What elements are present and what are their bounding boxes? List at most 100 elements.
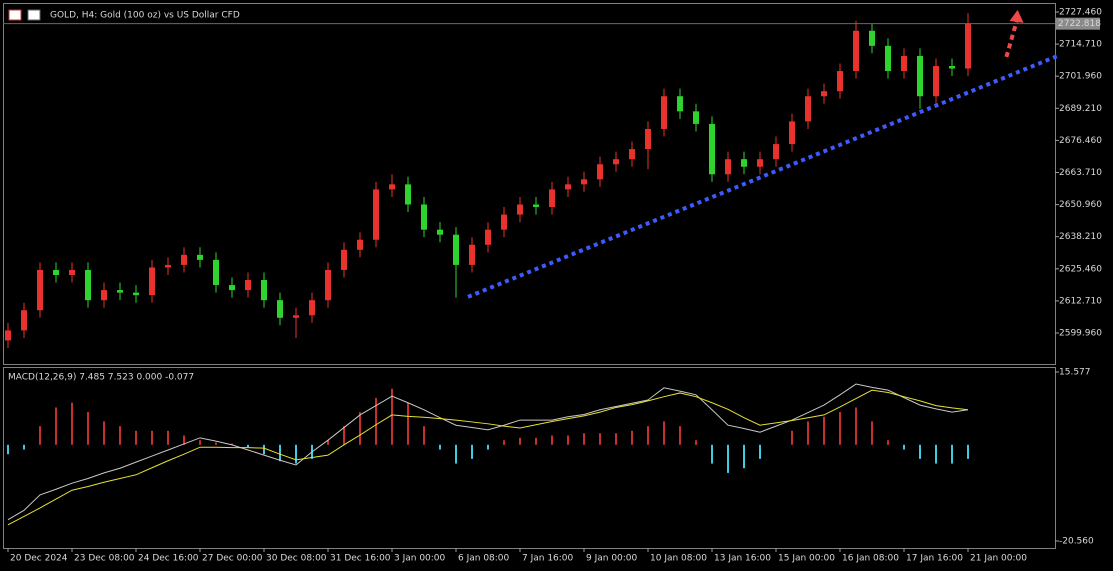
y-tick-label: 2714.710 bbox=[1059, 40, 1102, 50]
candle-body bbox=[469, 244, 475, 265]
y-tick-label: 2701.960 bbox=[1059, 72, 1102, 82]
candle-body bbox=[229, 285, 235, 291]
candle-body bbox=[757, 159, 763, 167]
candle-body bbox=[933, 66, 939, 97]
candle-body bbox=[789, 121, 795, 145]
candle-body bbox=[661, 96, 667, 129]
candle-body bbox=[773, 144, 779, 160]
y-tick-label: -20.560 bbox=[1059, 536, 1094, 546]
candle-body bbox=[613, 159, 619, 165]
candle-body bbox=[261, 280, 267, 301]
candle-body bbox=[949, 66, 955, 69]
candle-body bbox=[885, 45, 891, 72]
y-tick-label: 2650.960 bbox=[1059, 200, 1102, 210]
candle-body bbox=[533, 204, 539, 208]
macd-line bbox=[7, 389, 969, 526]
candle-body bbox=[869, 30, 875, 46]
last-price-box bbox=[1056, 17, 1100, 30]
trendline bbox=[467, 53, 1061, 299]
x-tick-label: 16 Jan 08:00 bbox=[842, 554, 899, 564]
candle-body bbox=[149, 267, 155, 296]
icon bbox=[8, 9, 22, 21]
y-tick-label: 2676.460 bbox=[1059, 136, 1102, 146]
candle-body bbox=[181, 254, 187, 265]
arrow-head bbox=[1009, 9, 1024, 23]
candle-body bbox=[277, 300, 283, 318]
candle-body bbox=[5, 330, 11, 341]
candle-body bbox=[517, 204, 523, 215]
candle-body bbox=[69, 269, 75, 275]
candle-body bbox=[597, 164, 603, 180]
x-tick-label: 17 Jan 16:00 bbox=[906, 554, 963, 564]
x-tick-label: 3 Jan 00:00 bbox=[394, 554, 446, 564]
x-tick-label: 7 Jan 16:00 bbox=[522, 554, 574, 564]
candle-body bbox=[245, 280, 251, 291]
y-tick-label: 2727.460 bbox=[1059, 7, 1102, 17]
x-tick-label: 30 Dec 08:00 bbox=[266, 554, 327, 564]
macd-panel-frame bbox=[3, 367, 1056, 549]
y-tick-label: 2638.210 bbox=[1059, 232, 1102, 242]
candle-body bbox=[917, 55, 923, 97]
candle-body bbox=[709, 123, 715, 175]
macd-label: MACD(12,26,9) 7.485 7.523 0.000 -0.077 bbox=[8, 373, 194, 383]
x-tick-label: 15 Jan 00:00 bbox=[778, 554, 835, 564]
candle-body bbox=[357, 239, 363, 250]
candle-body bbox=[965, 23, 971, 69]
candle-body bbox=[325, 269, 331, 301]
arrow-shaft bbox=[1004, 17, 1020, 58]
candle-body bbox=[197, 254, 203, 260]
candle-body bbox=[693, 111, 699, 124]
x-tick-label: 20 Dec 2024 bbox=[10, 554, 68, 564]
macd-line bbox=[7, 383, 969, 521]
x-tick-label: 9 Jan 00:00 bbox=[586, 554, 638, 564]
candle-body bbox=[341, 249, 347, 270]
candle-body bbox=[837, 71, 843, 92]
x-tick-label: 23 Dec 08:00 bbox=[74, 554, 135, 564]
candle-body bbox=[373, 189, 379, 240]
y-tick-label: 2689.210 bbox=[1059, 104, 1102, 114]
candle-body bbox=[645, 128, 651, 150]
last-price-label: 2722.818 bbox=[1058, 19, 1101, 29]
symbol-icons bbox=[8, 9, 41, 21]
candle-body bbox=[565, 184, 571, 190]
candle-body bbox=[37, 269, 43, 311]
candle-body bbox=[805, 96, 811, 122]
candle-body bbox=[85, 269, 91, 301]
x-tick-label: 24 Dec 16:00 bbox=[138, 554, 199, 564]
x-tick-label: 21 Jan 00:00 bbox=[970, 554, 1027, 564]
candle-body bbox=[101, 290, 107, 301]
icon bbox=[27, 9, 41, 21]
candle-body bbox=[485, 229, 491, 245]
y-tick-label: 2612.710 bbox=[1059, 296, 1102, 306]
y-tick-label: 2599.960 bbox=[1059, 329, 1102, 339]
candle-body bbox=[405, 184, 411, 205]
candle-body bbox=[629, 149, 635, 160]
candle-body bbox=[453, 234, 459, 265]
candle-body bbox=[581, 179, 587, 185]
candle-body bbox=[725, 159, 731, 175]
y-tick-label: 2663.710 bbox=[1059, 168, 1102, 178]
candle-body bbox=[901, 55, 907, 72]
x-tick-label: 13 Jan 16:00 bbox=[714, 554, 771, 564]
candle-body bbox=[389, 184, 395, 190]
main-panel-frame bbox=[3, 3, 1056, 365]
candle-body bbox=[853, 30, 859, 72]
y-tick-label: 15.577 bbox=[1059, 368, 1091, 378]
candle-body bbox=[821, 91, 827, 97]
x-tick-label: 31 Dec 16:00 bbox=[330, 554, 391, 564]
y-tick-label: 2625.460 bbox=[1059, 264, 1102, 274]
candle-body bbox=[309, 300, 315, 316]
candle-body bbox=[213, 259, 219, 286]
chart-title: GOLD, H4: Gold (100 oz) vs US Dollar CFD bbox=[50, 11, 240, 21]
x-tick-label: 10 Jan 08:00 bbox=[650, 554, 707, 564]
x-tick-label: 27 Dec 00:00 bbox=[202, 554, 263, 564]
candle-body bbox=[133, 292, 139, 296]
candle-body bbox=[677, 96, 683, 112]
candle-body bbox=[741, 159, 747, 167]
candle-body bbox=[437, 229, 443, 235]
x-tick-label: 6 Jan 08:00 bbox=[458, 554, 510, 564]
candle-body bbox=[53, 269, 59, 275]
candle-body bbox=[549, 189, 555, 208]
candle-body bbox=[293, 315, 299, 318]
